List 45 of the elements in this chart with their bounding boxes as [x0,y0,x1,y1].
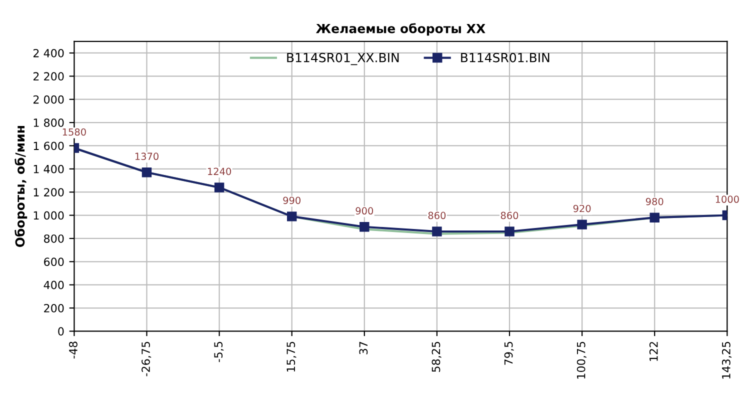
y-tick-label: 1 800 [34,118,64,127]
point [142,168,152,178]
y-tick-label: 1 600 [34,142,64,150]
point [650,212,660,222]
data-label: 900 [356,207,374,215]
y-tick-label: 2 400 [33,48,64,58]
y-axis-title: Обороты, об/мин [14,126,28,247]
y-tick-label: 400 [44,280,64,290]
data-label: 1580 [62,128,86,136]
y-tick-label: 600 [44,258,64,266]
point [360,222,370,232]
chart-title: Желаемые обороты XX [316,23,486,36]
x-tick-label: 58,25 [432,342,442,372]
x-tick-label: 37 [359,342,368,354]
y-tick-label: 2 200 [33,72,64,81]
legend-label: B114SR01_XX.BIN [287,52,399,66]
x-tick-label: 15,75 [286,342,296,372]
data-label: 980 [646,198,664,206]
y-tick-label: 1 200 [34,188,64,196]
data-label: 1370 [135,152,158,160]
y-tick-label: 2 000 [33,95,64,104]
point [432,226,442,236]
y-tick-label: 1 400 [34,164,64,174]
data-label: 990 [283,196,300,204]
data-label: 1240 [208,168,232,176]
x-tick-label: 122 [649,342,658,361]
data-label: 920 [573,204,591,212]
data-label: 860 [428,212,446,220]
x-tick-label: 143,25 [722,342,732,379]
x-tick-label: -48 [69,342,78,359]
y-tick-label: 800 [44,234,64,243]
point [286,212,297,222]
data-label: 860 [500,212,518,220]
point [504,226,514,236]
point [577,220,587,230]
x-tick-label: -26,75 [142,342,152,376]
point [214,182,224,192]
x-tick-label: -5,5 [214,342,224,362]
y-tick-label: 0 [58,327,64,336]
x-tick-label: 100,75 [576,342,586,379]
data-label: 1000 [716,196,739,203]
y-tick-label: 1 000 [34,211,64,220]
y-tick-label: 200 [44,304,64,312]
x-tick-label: 79,5 [504,342,514,365]
legend-label: B114SR01.BIN [461,52,550,62]
